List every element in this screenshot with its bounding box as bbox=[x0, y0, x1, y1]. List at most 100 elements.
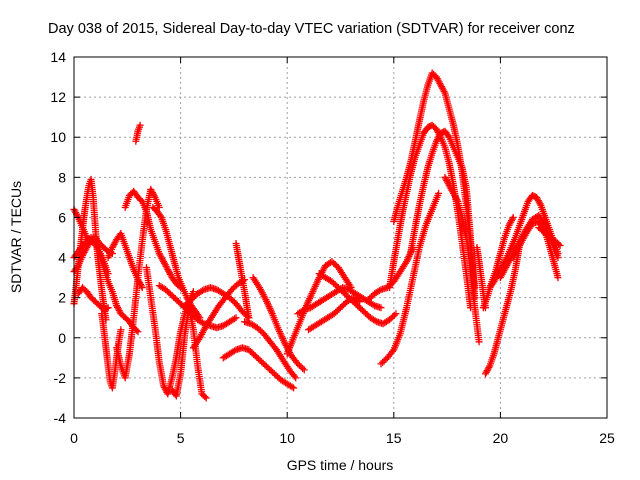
data-point-fill bbox=[166, 290, 174, 298]
data-point-fill bbox=[156, 212, 164, 220]
data-point bbox=[104, 304, 112, 312]
data-point bbox=[554, 274, 562, 282]
data-point-fill bbox=[333, 307, 341, 315]
data-point-fill bbox=[295, 361, 303, 369]
data-point-fill bbox=[389, 313, 397, 321]
x-tick-label: 10 bbox=[279, 430, 295, 446]
data-point-fill bbox=[342, 291, 350, 299]
data-point-fill bbox=[201, 393, 209, 401]
data-point bbox=[264, 364, 272, 372]
data-point-fill bbox=[248, 349, 256, 357]
data-point bbox=[270, 370, 278, 378]
data-point-fill bbox=[73, 212, 81, 220]
data-point bbox=[232, 314, 240, 322]
data-point bbox=[334, 284, 342, 292]
data-point-fill bbox=[229, 284, 237, 292]
data-point-fill bbox=[330, 279, 338, 287]
data-point-fill bbox=[355, 303, 363, 311]
data-point-fill bbox=[380, 357, 388, 365]
data-point-fill bbox=[259, 359, 267, 367]
data-point-fill bbox=[250, 350, 258, 358]
data-point bbox=[364, 296, 372, 304]
data-point-fill bbox=[73, 263, 81, 271]
data-point bbox=[435, 189, 443, 197]
data-point bbox=[228, 286, 236, 294]
data-point bbox=[300, 366, 308, 374]
data-point-fill bbox=[335, 305, 343, 313]
data-point-fill bbox=[190, 293, 198, 301]
data-point-fill bbox=[352, 300, 360, 308]
data-point-fill bbox=[366, 294, 374, 302]
data-point-fill bbox=[390, 311, 398, 319]
data-point bbox=[187, 296, 195, 304]
data-point bbox=[189, 288, 197, 296]
data-point bbox=[253, 324, 261, 332]
data-point-fill bbox=[182, 300, 190, 308]
data-point bbox=[251, 352, 259, 360]
data-point-fill bbox=[176, 299, 184, 307]
data-point-fill bbox=[190, 313, 198, 321]
data-point-fill bbox=[508, 215, 516, 223]
data-points bbox=[70, 69, 564, 402]
data-point bbox=[347, 296, 355, 304]
data-point bbox=[341, 290, 349, 298]
data-point bbox=[134, 328, 142, 336]
x-tick-label: 0 bbox=[70, 430, 78, 446]
data-point-fill bbox=[387, 314, 395, 322]
data-point-fill bbox=[338, 287, 346, 295]
data-point-fill bbox=[333, 282, 341, 290]
data-point bbox=[292, 374, 300, 382]
data-point-fill bbox=[198, 287, 206, 295]
data-point bbox=[162, 286, 170, 294]
data-point-fill bbox=[536, 200, 544, 208]
data-point bbox=[475, 338, 483, 346]
y-tick-label: -4 bbox=[54, 410, 67, 426]
data-point-fill bbox=[555, 240, 563, 248]
data-point-fill bbox=[363, 311, 371, 319]
data-point-fill bbox=[267, 367, 275, 375]
data-point-fill bbox=[299, 307, 307, 315]
y-tick-label: 6 bbox=[58, 209, 66, 225]
data-point-fill bbox=[332, 308, 340, 316]
data-point bbox=[245, 346, 253, 354]
chart-title: Day 038 of 2015, Sidereal Day-to-day VTE… bbox=[48, 21, 575, 37]
data-point bbox=[104, 270, 112, 278]
data-point-fill bbox=[344, 293, 352, 301]
y-tick-label: 10 bbox=[50, 129, 66, 145]
y-tick-label: 0 bbox=[58, 330, 66, 346]
data-point bbox=[377, 304, 385, 312]
data-point-fill bbox=[371, 317, 379, 325]
data-point-fill bbox=[358, 306, 366, 314]
x-tick-label: 15 bbox=[386, 430, 402, 446]
data-point-fill bbox=[350, 299, 358, 307]
data-point bbox=[136, 121, 144, 129]
data-point bbox=[556, 242, 564, 250]
y-tick-label: 12 bbox=[50, 89, 66, 105]
data-point bbox=[328, 278, 336, 286]
data-point bbox=[174, 298, 182, 306]
data-point-fill bbox=[357, 305, 365, 313]
data-point-fill bbox=[339, 288, 347, 296]
y-tick-label: 2 bbox=[58, 290, 66, 306]
data-point-fill bbox=[379, 358, 387, 366]
data-point bbox=[117, 326, 125, 334]
data-point-fill bbox=[262, 362, 270, 370]
y-tick-label: 14 bbox=[50, 49, 66, 65]
data-point-fill bbox=[330, 259, 338, 267]
data-point-fill bbox=[440, 87, 448, 95]
data-point-fill bbox=[227, 295, 235, 303]
data-point bbox=[328, 258, 336, 266]
data-point-fill bbox=[367, 293, 375, 301]
data-point bbox=[290, 384, 298, 392]
data-point-fill bbox=[253, 353, 261, 361]
data-point-fill bbox=[338, 302, 346, 310]
data-point bbox=[386, 316, 394, 324]
data-point-fill bbox=[346, 294, 354, 302]
data-point bbox=[155, 203, 163, 211]
x-tick-label: 5 bbox=[177, 430, 185, 446]
data-point-fill bbox=[173, 296, 181, 304]
data-point-fill bbox=[444, 132, 452, 140]
data-point-fill bbox=[340, 301, 348, 309]
data-point bbox=[354, 302, 362, 310]
data-point-fill bbox=[246, 347, 254, 355]
